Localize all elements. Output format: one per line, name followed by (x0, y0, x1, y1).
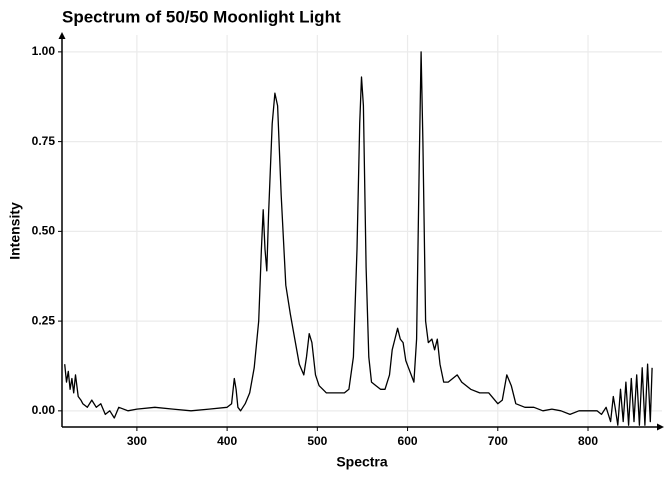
x-tick-label: 800 (578, 434, 598, 448)
x-tick-label: 700 (488, 434, 508, 448)
line (64, 51, 653, 426)
y-tick-label: 0.50 (32, 224, 56, 238)
x-axis-arrow (657, 423, 664, 431)
x-tick-label: 400 (217, 434, 237, 448)
x-tick-label: 500 (307, 434, 327, 448)
y-axis-title: Intensity (7, 202, 23, 260)
y-tick-label: 1.00 (32, 44, 56, 58)
y-tick-label: 0.00 (32, 403, 56, 417)
x-tick-label: 300 (127, 434, 147, 448)
y-tick-label: 0.25 (32, 313, 56, 327)
y-axis-arrow (58, 32, 66, 39)
chart-title: Spectrum of 50/50 Moonlight Light (62, 7, 341, 26)
y-tick-label: 0.75 (32, 134, 56, 148)
x-axis-title: Spectra (336, 454, 388, 470)
x-tick-label: 600 (398, 434, 418, 448)
